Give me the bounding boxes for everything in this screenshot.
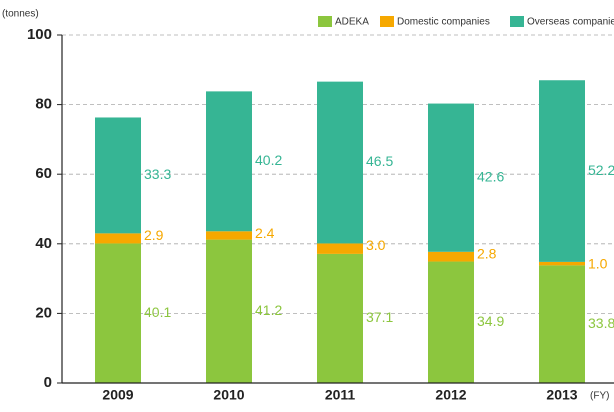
data-label: 3.0 — [366, 237, 386, 253]
data-label: 42.6 — [477, 168, 504, 184]
y-tick-label: 60 — [35, 165, 52, 182]
legend-swatch — [318, 16, 332, 27]
data-label: 2.4 — [255, 225, 275, 241]
bar-segment — [206, 231, 252, 240]
legend-label: Overseas companies — [527, 17, 614, 28]
bar-segment — [539, 265, 585, 383]
bar-segment — [206, 239, 252, 383]
data-label: 40.2 — [255, 152, 282, 168]
legend-label: ADEKA — [335, 17, 369, 28]
bar-segment — [539, 80, 585, 262]
bar-segment — [428, 251, 474, 262]
y-tick-label: 40 — [35, 235, 52, 252]
data-label: 1.0 — [588, 256, 608, 272]
legend-swatch — [380, 16, 394, 27]
data-label: 46.5 — [366, 153, 393, 169]
y-tick-label: 0 — [44, 374, 52, 391]
bar-segment — [317, 243, 363, 254]
data-label: 33.3 — [144, 166, 171, 182]
data-label: 52.2 — [588, 162, 614, 178]
bar-segment — [206, 91, 252, 232]
data-label: 2.9 — [144, 227, 164, 243]
y-axis-label: (tonnes) — [2, 9, 39, 20]
x-tick-label: 2009 — [102, 387, 133, 403]
bar-segment — [428, 103, 474, 252]
bar-segment — [317, 81, 363, 244]
data-label: 37.1 — [366, 309, 393, 325]
x-tick-label: 2012 — [435, 387, 466, 403]
y-tick-label: 100 — [27, 26, 52, 43]
x-axis-label: (FY) — [590, 391, 609, 402]
x-tick-label: 2010 — [213, 387, 244, 403]
data-label: 2.8 — [477, 246, 497, 262]
legend-label: Domestic companies — [397, 17, 490, 28]
x-tick-label: 2011 — [325, 387, 356, 403]
data-label: 34.9 — [477, 313, 504, 329]
bar-segment — [95, 117, 141, 234]
bar-segment — [539, 261, 585, 266]
bar-segment — [317, 253, 363, 383]
y-tick-label: 20 — [35, 304, 52, 321]
bar-segment — [428, 261, 474, 383]
bar-segment — [95, 233, 141, 244]
legend-swatch — [510, 16, 524, 27]
y-tick-label: 80 — [35, 96, 52, 113]
data-label: 33.8 — [588, 315, 614, 331]
bar-segment — [95, 243, 141, 383]
x-tick-label: 2013 — [546, 387, 577, 403]
data-label: 41.2 — [255, 302, 282, 318]
data-label: 40.1 — [144, 304, 171, 320]
